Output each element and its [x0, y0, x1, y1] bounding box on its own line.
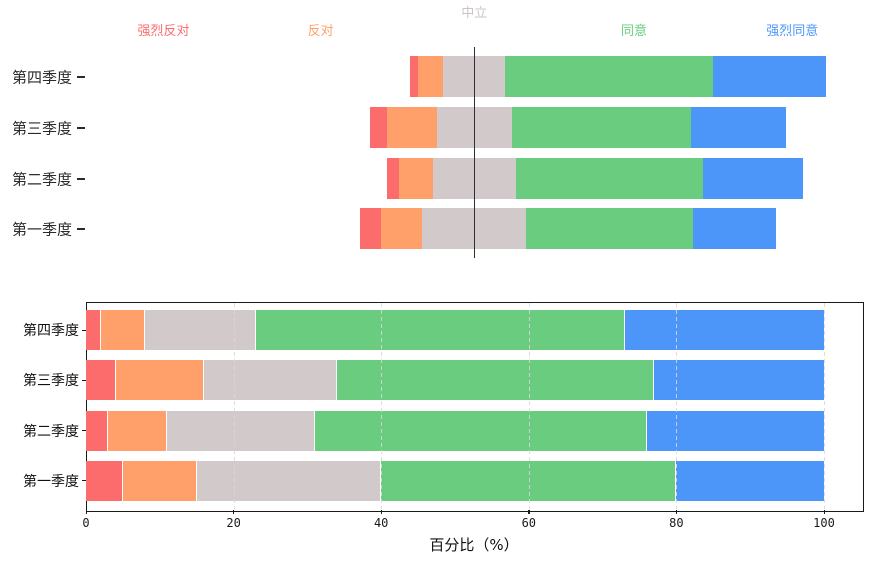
top-category-label: 第一季度 — [11, 220, 72, 238]
segment-strongly-agree — [676, 460, 824, 501]
y-axis-tick — [82, 379, 86, 381]
segment-agree — [336, 360, 655, 400]
legend-label-neutral: 中立 — [461, 6, 488, 21]
y-axis-tick — [82, 329, 86, 331]
bottom-bar-row-第三季度 — [86, 360, 824, 400]
top-category-label: 第三季度 — [11, 119, 72, 137]
bottom-bar-row-第四季度 — [86, 310, 824, 350]
x-axis-title: 百分比（%） — [429, 536, 519, 554]
segment-agree — [511, 107, 691, 148]
segment-strongly-disagree — [370, 107, 387, 148]
neutral-center-line — [473, 47, 476, 258]
segment-strongly-disagree — [86, 310, 101, 350]
x-axis-tick — [233, 510, 235, 514]
segment-agree — [381, 460, 677, 501]
legend-label-strongly-disagree: 强烈反对 — [137, 24, 190, 39]
segment-strongly-agree — [646, 410, 824, 451]
segment-neutral — [196, 460, 382, 501]
x-axis-tick — [675, 510, 678, 514]
segment-strongly-disagree — [359, 208, 381, 249]
x-axis-tick — [823, 510, 825, 514]
top-bar-row-第四季度 — [409, 56, 826, 97]
y-axis-tick — [82, 430, 86, 432]
diverging-likert-chart: 强烈反对 反对 中立同意 强烈同意 第四季度第三季度第二季度第一季度 — [0, 0, 871, 280]
segment-agree — [526, 208, 693, 249]
bottom-bar-row-第一季度 — [86, 460, 824, 501]
legend-label-strongly-agree: 强烈同意 — [766, 24, 819, 39]
y-category-label: 第三季度 — [23, 373, 79, 389]
top-bar-row-第一季度 — [359, 208, 776, 249]
segment-strongly-agree — [624, 310, 824, 350]
segment-disagree — [100, 310, 146, 350]
x-tick-label-100: 100 — [813, 516, 835, 530]
y-axis-tick — [82, 480, 86, 482]
segment-neutral — [204, 360, 337, 400]
bottom-bar-row-第二季度 — [86, 410, 824, 451]
segment-strongly-agree — [703, 158, 803, 199]
segment-strongly-agree — [713, 56, 826, 97]
top-category-tick — [77, 75, 85, 78]
segment-agree — [314, 410, 647, 451]
x-tick-label-60: 60 — [521, 516, 537, 530]
segment-agree — [255, 310, 625, 350]
segment-agree — [505, 56, 714, 97]
segment-disagree — [386, 107, 437, 148]
segment-disagree — [108, 410, 168, 451]
segment-strongly-disagree — [409, 56, 419, 97]
x-tick-label-80: 80 — [669, 516, 684, 530]
x-axis-tick — [380, 510, 382, 514]
y-category-label: 第二季度 — [23, 423, 79, 440]
y-category-label: 第一季度 — [23, 473, 79, 490]
segment-strongly-disagree — [86, 460, 123, 501]
y-category-label: 第四季度 — [23, 323, 79, 339]
segment-strongly-agree — [690, 107, 787, 148]
top-category-tick — [77, 227, 85, 230]
segment-strongly-agree — [654, 360, 824, 400]
top-category-tick — [77, 177, 85, 180]
segment-disagree — [418, 56, 444, 97]
x-axis-tick — [85, 510, 87, 514]
x-tick-label-0: 0 — [82, 516, 90, 530]
legend-label-disagree: 反对 — [307, 24, 334, 39]
top-category-tick — [77, 126, 85, 129]
segment-agree — [515, 158, 704, 199]
segment-disagree — [122, 460, 197, 501]
top-category-label: 第四季度 — [11, 68, 72, 86]
top-category-label: 第二季度 — [11, 170, 72, 188]
x-tick-label-20: 20 — [226, 516, 241, 530]
segment-strongly-agree — [692, 208, 776, 249]
segment-strongly-disagree — [86, 360, 116, 400]
x-axis-tick — [528, 510, 530, 514]
legend-label-agree: 同意 — [620, 24, 648, 39]
segment-neutral — [145, 310, 256, 350]
segment-neutral — [167, 410, 315, 451]
segment-strongly-disagree — [386, 158, 400, 199]
segment-disagree — [115, 360, 205, 400]
segment-disagree — [380, 208, 423, 249]
segment-strongly-disagree — [86, 410, 109, 451]
x-tick-label-40: 40 — [373, 516, 389, 530]
segment-disagree — [399, 158, 433, 199]
